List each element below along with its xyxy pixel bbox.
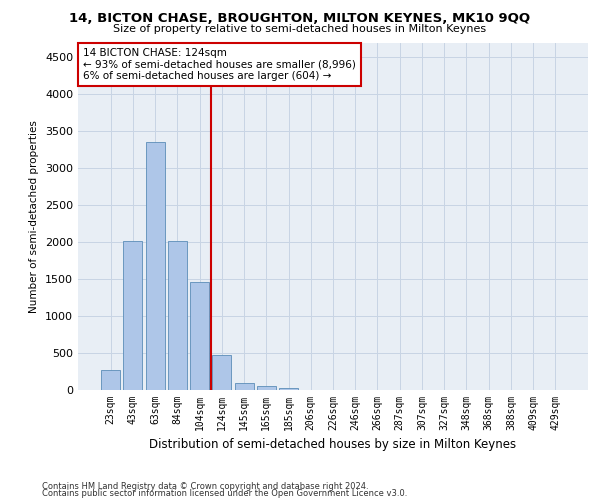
Bar: [190, 282, 209, 390]
Bar: [257, 386, 276, 390]
Bar: [124, 240, 142, 390]
Bar: [146, 142, 164, 390]
X-axis label: Distribution of semi-detached houses by size in Milton Keynes: Distribution of semi-detached houses by …: [149, 438, 517, 452]
Bar: [279, 388, 298, 390]
Y-axis label: Number of semi-detached properties: Number of semi-detached properties: [29, 120, 40, 312]
Bar: [212, 354, 231, 390]
Text: Contains HM Land Registry data © Crown copyright and database right 2024.: Contains HM Land Registry data © Crown c…: [42, 482, 368, 491]
Bar: [101, 370, 120, 390]
Text: 14 BICTON CHASE: 124sqm
← 93% of semi-detached houses are smaller (8,996)
6% of : 14 BICTON CHASE: 124sqm ← 93% of semi-de…: [83, 48, 356, 81]
Text: Contains public sector information licensed under the Open Government Licence v3: Contains public sector information licen…: [42, 490, 407, 498]
Text: Size of property relative to semi-detached houses in Milton Keynes: Size of property relative to semi-detach…: [113, 24, 487, 34]
Text: 14, BICTON CHASE, BROUGHTON, MILTON KEYNES, MK10 9QQ: 14, BICTON CHASE, BROUGHTON, MILTON KEYN…: [70, 12, 530, 26]
Bar: [168, 240, 187, 390]
Bar: [235, 382, 254, 390]
